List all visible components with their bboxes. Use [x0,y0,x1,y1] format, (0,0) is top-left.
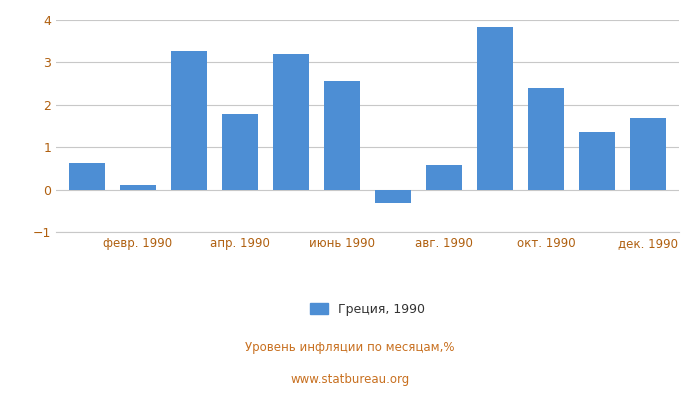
Bar [273,54,309,190]
Bar [324,81,360,190]
Bar [375,190,411,203]
Bar [477,27,513,190]
Text: Уровень инфляции по месяцам,%: Уровень инфляции по месяцам,% [245,342,455,354]
Bar [120,184,155,190]
Bar [528,88,564,190]
Legend: Греция, 1990: Греция, 1990 [304,298,430,321]
Bar [580,132,615,190]
Bar [171,51,206,190]
Bar [426,164,462,190]
Text: www.statbureau.org: www.statbureau.org [290,374,410,386]
Bar [69,163,104,190]
Bar [631,118,666,190]
Bar [222,114,258,190]
